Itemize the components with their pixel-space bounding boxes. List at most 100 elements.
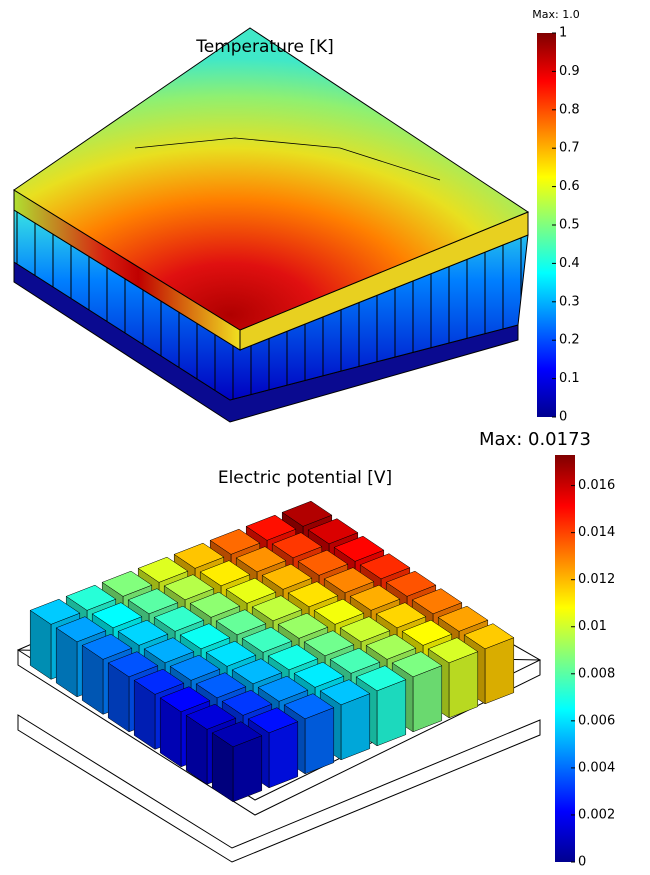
block-top [173, 542, 225, 569]
plot-title: Electric potential [V] [218, 468, 392, 488]
block-top [185, 703, 237, 730]
block-top [81, 633, 133, 660]
block-top [55, 616, 107, 643]
block-top [319, 679, 371, 706]
colorbar-tick-label: 0.7 [559, 141, 580, 156]
block-top [391, 651, 443, 678]
block-top [117, 619, 169, 646]
block-top [195, 672, 247, 699]
colorbar-tick-label: 0 [559, 410, 567, 425]
colorbar-tick-label: 0 [578, 855, 586, 870]
colorbar-tick-label: 0.8 [559, 102, 580, 117]
colorbar-tick-label: 0.6 [559, 179, 580, 194]
block-top [427, 637, 479, 664]
block-top [101, 570, 153, 597]
potential-plot: Electric potential [V] Max: 0.0173 [16, 429, 591, 863]
colorbar-tick-label: 0.01 [578, 619, 607, 634]
block-top [163, 574, 215, 601]
block-top [127, 588, 179, 615]
colorbar-tick-label: 0.3 [559, 294, 580, 309]
block-face [268, 721, 299, 789]
block-face [304, 707, 335, 775]
max-label: Max: 0.0173 [479, 429, 591, 450]
block-top [209, 528, 261, 555]
block-face [232, 735, 263, 803]
block-top [261, 563, 313, 590]
block-top [251, 595, 303, 622]
block-top [199, 560, 251, 587]
block-top [245, 514, 297, 541]
block-top [133, 668, 185, 695]
block-top [355, 665, 407, 692]
block-top [91, 602, 143, 629]
block-top [211, 721, 263, 748]
block-top [375, 602, 427, 629]
colorbar-tick-label: 0.004 [578, 760, 615, 775]
colorbar [537, 33, 556, 417]
block-top [293, 661, 345, 688]
colorbar-tick-label: 0.008 [578, 666, 615, 681]
block-top [169, 654, 221, 681]
block-top [349, 584, 401, 611]
block-face [412, 665, 443, 733]
block-top [401, 619, 453, 646]
block-top [271, 532, 323, 559]
block-top [365, 633, 417, 660]
block-face [448, 651, 479, 719]
colorbar-tick-label: 0.014 [578, 525, 615, 540]
block-top [179, 623, 231, 650]
block-top [297, 549, 349, 576]
block-top [463, 623, 515, 650]
block-face [340, 693, 371, 761]
wire-frame [17, 714, 541, 863]
block-top [159, 686, 211, 713]
block-top [385, 570, 437, 597]
colorbar-tick-label: 1 [559, 26, 567, 41]
colorbar-tick-label: 0.002 [578, 807, 615, 822]
block-top [267, 644, 319, 671]
slab-top [13, 27, 530, 331]
block-top [287, 581, 339, 608]
colorbar-tick-label: 0.012 [578, 572, 615, 587]
block-top [277, 612, 329, 639]
block-top [225, 577, 277, 604]
colorbar-tick-label: 0.016 [578, 478, 615, 493]
block-top [143, 637, 195, 664]
block-top [215, 609, 267, 636]
block-top [323, 567, 375, 594]
block-top [231, 658, 283, 685]
contour [134, 137, 441, 181]
block-face [376, 679, 407, 747]
block-top [247, 707, 299, 734]
block-top [137, 556, 189, 583]
block-top [333, 535, 385, 562]
plot-title: Temperature [K] [195, 37, 334, 57]
block-top [339, 616, 391, 643]
block-top [329, 647, 381, 674]
block-top [307, 518, 359, 545]
block-top [359, 553, 411, 580]
block-top [437, 605, 489, 632]
block-top [313, 598, 365, 625]
colorbar-tick-label: 0.1 [559, 371, 580, 386]
block-top [221, 689, 273, 716]
block-top [205, 640, 257, 667]
colorbar-tick-label: 0.9 [559, 64, 580, 79]
colorbar-tick-label: 0.5 [559, 218, 580, 233]
block-top [411, 588, 463, 615]
block-top [235, 546, 287, 573]
colorbar [555, 455, 575, 862]
block-top [153, 605, 205, 632]
block-top [65, 584, 117, 611]
block-top [303, 630, 355, 657]
block-top [241, 626, 293, 653]
block-top [107, 651, 159, 678]
block-face [484, 637, 515, 705]
max-label: Max: 1.0 [532, 8, 579, 21]
colorbar-tick-label: 0.4 [559, 256, 580, 271]
block-top [189, 591, 241, 618]
block-top [29, 598, 81, 625]
temperature-plot: Temperature [K] Max: 1.0 [13, 8, 580, 423]
block-top [257, 675, 309, 702]
